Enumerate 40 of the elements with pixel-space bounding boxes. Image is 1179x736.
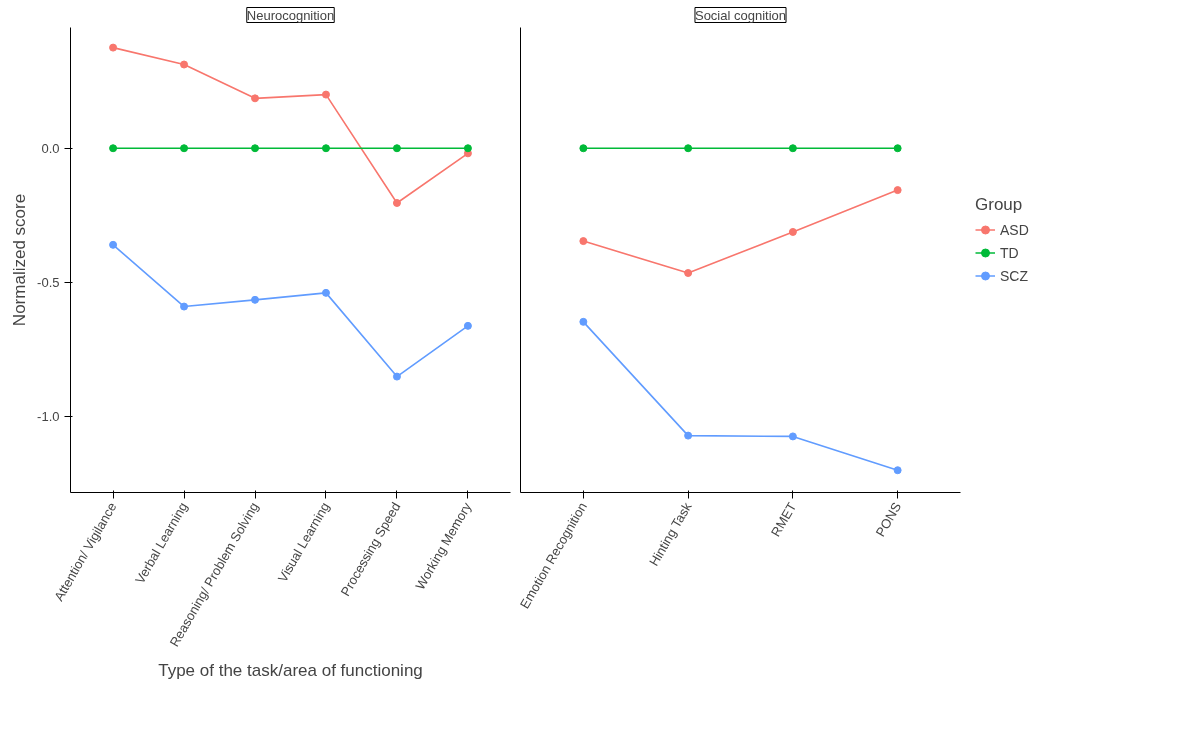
chart-title: Neurocognition [246,7,335,23]
y-axis-title: Normalized score [10,193,30,327]
point [684,269,693,278]
point [109,43,118,52]
point [251,94,260,103]
y-tick-label: -0.5 [37,274,60,290]
point [684,431,693,440]
x-axis-title: Type of the task/area of functioning [158,661,423,681]
point [321,288,330,297]
point [392,372,401,381]
point [893,186,902,195]
point [788,144,797,153]
point [579,317,588,326]
point [321,90,330,99]
y-tick-label: -1.0 [37,409,60,425]
point [392,198,401,207]
legend-title: Group [975,194,1024,215]
point [392,144,401,153]
point [893,144,902,153]
chart-title: Social cognition [694,7,787,23]
point [579,237,588,246]
point [893,466,902,475]
point [684,144,693,153]
point [321,144,330,153]
point [251,295,260,304]
point [788,227,797,236]
point [463,144,472,153]
point [579,144,588,153]
legend-label: TD [1000,244,1020,261]
point [251,144,260,153]
point [180,144,189,153]
legend-label: SCZ [1000,267,1028,284]
point [109,144,118,153]
point [463,321,472,330]
legend-label: ASD [1000,221,1029,238]
point [109,240,118,249]
point [180,302,189,311]
y-tick-label: 0.0 [41,140,60,156]
point [180,60,189,69]
point [788,432,797,441]
